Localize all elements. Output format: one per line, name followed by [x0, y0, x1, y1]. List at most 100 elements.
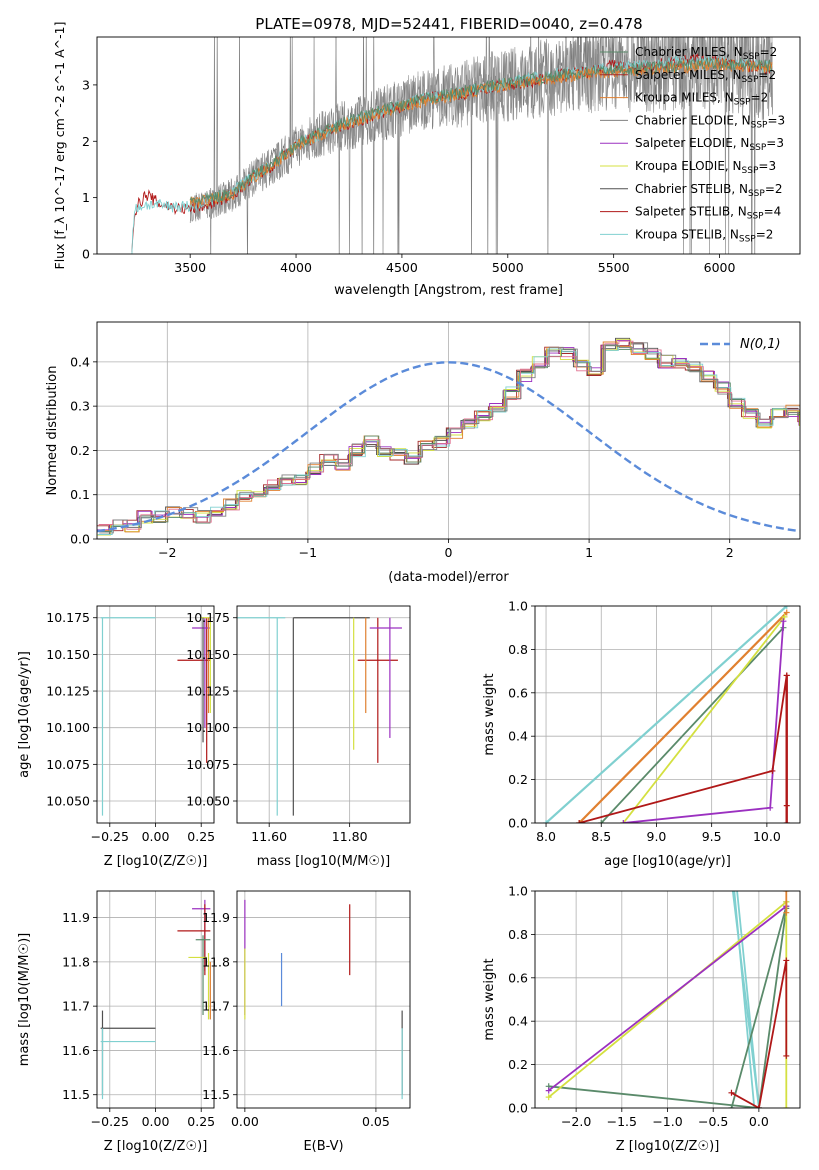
y-tick-label: 11.5: [62, 1087, 90, 1102]
x-tick-label: 6000: [704, 260, 736, 275]
y-tick-label: 10.075: [186, 757, 230, 772]
y-tick-label: 11.8: [62, 954, 90, 969]
massweight-marker: [598, 820, 605, 823]
histogram-step: [97, 341, 800, 533]
axes-frame: [96, 605, 215, 824]
legend-entry: Kroupa ELODIE, NSSP=3: [635, 159, 776, 176]
x-axis-label: Z [log10(Z/Z☉)]: [104, 854, 208, 869]
massweight-marker: [781, 613, 788, 620]
massweight-marker: [769, 767, 776, 774]
x-tick-label: 9.5: [702, 829, 722, 844]
x-tick-label: −2.0: [561, 1114, 591, 1129]
x-tick-label: 9.0: [647, 829, 667, 844]
histogram-step: [97, 342, 800, 532]
y-tick-label: 11.5: [202, 1087, 230, 1102]
legend-entry: Salpeter STELIB, NSSP=4: [635, 205, 781, 222]
y-tick-label: 0.0: [70, 532, 90, 547]
y-tick-label: 3: [82, 77, 90, 92]
histogram-step: [99, 342, 800, 534]
x-tick-label: −1.0: [652, 1114, 682, 1129]
massweight-marker: [728, 1089, 735, 1096]
errorbar-plot: [100, 617, 211, 816]
massweight-line: [622, 616, 786, 823]
x-tick-label: 0: [445, 545, 453, 560]
axes-frame: [534, 890, 801, 1109]
y-tick-label: 10.125: [46, 684, 90, 699]
y-axis-label: mass weight: [482, 673, 497, 755]
axes-frame: [96, 321, 801, 540]
y-tick-label: 10.050: [46, 794, 90, 809]
histogram-step: [97, 338, 800, 536]
histogram-step: [97, 344, 800, 532]
massweight-line: [730, 905, 788, 1108]
axes-frame: [96, 36, 801, 255]
x-axis-label: wavelength [Angstrom, rest frame]: [334, 283, 563, 298]
x-axis-label: Z [log10(Z/Z☉)]: [104, 1139, 208, 1154]
massweight-marker: [545, 1087, 552, 1094]
massweight-marker: [783, 672, 790, 679]
y-tick-label: 10.100: [46, 720, 90, 735]
x-tick-label: 0.00: [231, 1114, 259, 1129]
y-tick-label: 0.6: [508, 685, 528, 700]
massweight-line: [548, 905, 787, 1092]
y-tick-label: 10.050: [186, 794, 230, 809]
legend-entry: Chabrier ELODIE, NSSP=3: [635, 113, 785, 130]
massweight-line: [733, 891, 756, 1108]
y-tick-label: 10.075: [46, 757, 90, 772]
errorbar-plot: [100, 899, 211, 1100]
x-tick-label: 0.00: [142, 1114, 170, 1129]
y-tick-label: 11.8: [202, 954, 230, 969]
y-tick-label: 11.7: [62, 999, 90, 1014]
massweight-marker: [620, 820, 627, 823]
histogram-step: [97, 337, 800, 536]
massweight-marker: [755, 1105, 762, 1108]
y-tick-label: 11.6: [202, 1043, 230, 1058]
x-tick-label: −1: [299, 545, 317, 560]
massweight-marker: [767, 804, 774, 811]
massweight-marker: [728, 1105, 735, 1108]
y-tick-label: 10.150: [46, 647, 90, 662]
x-tick-label: 0.0: [749, 1114, 769, 1129]
y-axis-label: Normed distribution: [45, 366, 60, 496]
y-axis-label: mass [log10(M/M☉)]: [17, 933, 32, 1066]
x-tick-label: −0.25: [91, 1114, 129, 1129]
massweight-marker: [730, 877, 736, 883]
massweight-line: [545, 606, 788, 823]
y-tick-label: 0.2: [508, 772, 528, 787]
massweight-marker: [783, 1052, 790, 1059]
massweight-marker: [783, 609, 790, 616]
y-tick-label: 10.175: [186, 610, 230, 625]
x-tick-label: 4500: [386, 260, 418, 275]
axes-frame: [236, 890, 411, 1109]
data-spectrum-line: [189, 37, 773, 254]
legend-entry: Chabrier MILES, NSSP=2: [635, 45, 777, 62]
x-tick-label: 4000: [280, 260, 312, 275]
y-tick-label: 11.9: [202, 910, 230, 925]
x-tick-label: 5000: [492, 260, 524, 275]
massweight-line: [578, 611, 788, 823]
histogram-step: [98, 346, 800, 535]
x-axis-label: age [log10(age/yr)]: [604, 854, 731, 869]
y-tick-label: 0.4: [70, 354, 90, 369]
massweight-marker: [576, 820, 583, 823]
massweight-marker: [783, 606, 790, 609]
y-tick-label: 10.100: [186, 720, 230, 735]
figure-title: PLATE=0978, MJD=52441, FIBERID=0040, z=0…: [255, 15, 642, 33]
y-tick-label: 11.7: [202, 999, 230, 1014]
y-tick-label: 1.0: [508, 884, 528, 899]
y-tick-label: 0.1: [70, 487, 90, 502]
axes-frame: [236, 605, 411, 824]
x-tick-label: 0.05: [362, 1114, 390, 1129]
x-tick-label: 0.00: [142, 829, 170, 844]
massweight-marker: [780, 618, 787, 625]
spectrum-plot: [131, 37, 773, 254]
x-tick-label: 8.5: [591, 829, 611, 844]
x-tick-label: 0.25: [187, 1114, 215, 1129]
x-tick-label: 5500: [598, 260, 630, 275]
y-axis-label: mass weight: [482, 958, 497, 1040]
legend-entry: Kroupa MILES, NSSP=2: [635, 91, 768, 108]
massweight-marker: [783, 957, 790, 964]
massweight-marker: [545, 1094, 552, 1101]
y-axis-label: age [log10(age/yr)]: [17, 651, 32, 778]
